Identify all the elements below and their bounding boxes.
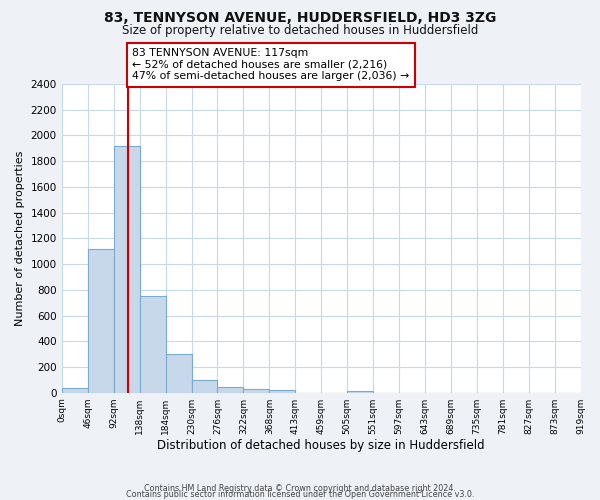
Bar xyxy=(166,354,191,393)
Text: Size of property relative to detached houses in Huddersfield: Size of property relative to detached ho… xyxy=(122,24,478,37)
Bar xyxy=(191,380,217,392)
Bar xyxy=(244,390,269,392)
Bar xyxy=(140,296,166,392)
Bar xyxy=(113,146,140,392)
Bar xyxy=(88,249,113,392)
Text: 83, TENNYSON AVENUE, HUDDERSFIELD, HD3 3ZG: 83, TENNYSON AVENUE, HUDDERSFIELD, HD3 3… xyxy=(104,11,496,25)
Y-axis label: Number of detached properties: Number of detached properties xyxy=(15,150,25,326)
Bar xyxy=(62,388,88,392)
Text: 83 TENNYSON AVENUE: 117sqm
← 52% of detached houses are smaller (2,216)
47% of s: 83 TENNYSON AVENUE: 117sqm ← 52% of deta… xyxy=(132,48,409,82)
Bar xyxy=(269,390,295,392)
X-axis label: Distribution of detached houses by size in Huddersfield: Distribution of detached houses by size … xyxy=(157,440,485,452)
Bar xyxy=(347,391,373,392)
Text: Contains HM Land Registry data © Crown copyright and database right 2024.: Contains HM Land Registry data © Crown c… xyxy=(144,484,456,493)
Text: Contains public sector information licensed under the Open Government Licence v3: Contains public sector information licen… xyxy=(126,490,474,499)
Bar xyxy=(217,387,244,392)
